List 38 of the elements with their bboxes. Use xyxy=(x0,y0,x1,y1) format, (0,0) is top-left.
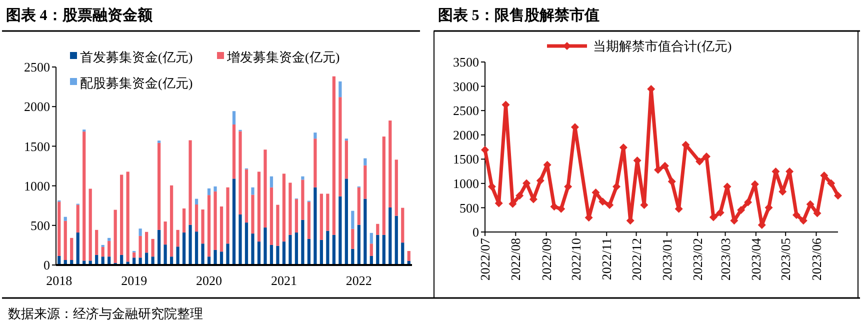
x-tick-label: 2019 xyxy=(121,273,148,288)
y-tick-label: 2500 xyxy=(24,60,50,75)
x-tick-label: 2023/06 xyxy=(808,238,824,281)
x-tick-label: 2018 xyxy=(46,273,72,288)
y-tick-label: 1000 xyxy=(453,176,479,191)
y-tick-label: 0 xyxy=(472,224,479,240)
source-note: 数据来源：经济与金融研究院整理 xyxy=(8,306,203,321)
x-tick-label: 2022/09 xyxy=(538,238,554,281)
x-tick-label: 2022 xyxy=(346,273,372,288)
x-tick-label: 2022/12 xyxy=(628,238,644,281)
x-tick-label: 2022/08 xyxy=(508,238,524,281)
y-tick-label: 3000 xyxy=(453,78,479,94)
y-tick-label: 0 xyxy=(44,258,50,273)
x-tick-label: 2023/04 xyxy=(748,238,764,281)
legend-label: 增发募集资金(亿元) xyxy=(226,50,340,65)
chart-title: 图表 5：限售股解禁市值 xyxy=(438,6,600,24)
y-tick-label: 2500 xyxy=(453,103,479,118)
x-tick-label: 2023/03 xyxy=(718,238,733,281)
y-tick-label: 1500 xyxy=(453,152,479,167)
chart-title: 图表 4：股票融资金额 xyxy=(6,6,154,24)
y-tick-label: 2000 xyxy=(24,99,50,114)
x-tick-label: 2022/10 xyxy=(568,238,584,281)
y-tick-label: 3500 xyxy=(453,54,479,70)
x-tick-label: 2022/11 xyxy=(599,238,614,280)
x-tick-label: 2020 xyxy=(196,273,222,288)
x-tick-label: 2023/01 xyxy=(659,238,674,281)
y-tick-label: 1000 xyxy=(24,178,50,194)
y-tick-label: 1500 xyxy=(24,138,50,154)
x-tick-label: 2023/05 xyxy=(778,238,794,281)
x-tick-label: 2021 xyxy=(270,273,297,288)
y-tick-label: 500 xyxy=(30,218,50,233)
legend-label: 首发募集资金(亿元) xyxy=(80,50,193,65)
y-tick-label: 500 xyxy=(460,200,479,216)
x-tick-label: 2022/07 xyxy=(478,238,493,281)
x-tick-label: 2023/02 xyxy=(690,238,706,281)
legend-label: 配股募集资金(亿元) xyxy=(80,76,193,91)
legend-label: 当期解禁市值合计(亿元) xyxy=(593,38,732,54)
y-tick-label: 2000 xyxy=(453,127,479,142)
